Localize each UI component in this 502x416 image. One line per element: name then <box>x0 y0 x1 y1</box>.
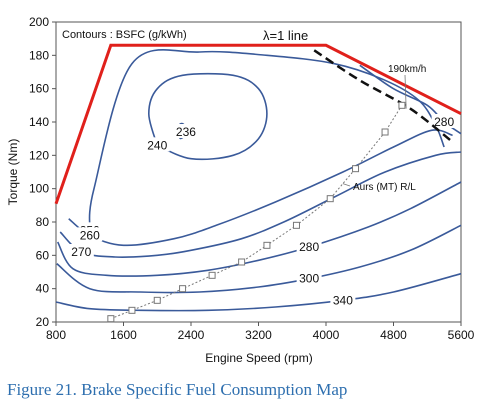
contour-label-340: 340 <box>333 293 353 307</box>
contour-line-250 <box>88 49 445 231</box>
y-tick-label: 160 <box>29 82 49 96</box>
contour-line-280 <box>56 181 462 277</box>
y-tick-label: 60 <box>36 248 50 262</box>
contour-label-260: 260 <box>80 228 100 242</box>
x-tick-label: 4800 <box>380 328 407 342</box>
y-tick-label: 20 <box>36 315 50 329</box>
contour-label-280: 280 <box>299 240 319 254</box>
speed-190-annotation: 190km/h <box>388 64 426 75</box>
y-tick-label: 140 <box>29 115 49 129</box>
speed-190-leader <box>404 74 407 109</box>
road-load-marker <box>179 285 187 293</box>
y-tick-label: 180 <box>29 48 49 62</box>
contour-line-270 <box>59 151 462 258</box>
x-tick-label: 800 <box>46 328 66 342</box>
y-tick-label: 40 <box>36 282 50 296</box>
road-load-marker <box>398 101 406 109</box>
road-load-marker <box>352 165 360 173</box>
y-tick-label: 200 <box>29 15 49 29</box>
y-tick-label: 80 <box>36 215 50 229</box>
contour-line-340 <box>55 272 462 312</box>
contour-label-300: 300 <box>299 272 319 286</box>
tick-layer: 800 1600 2400 3200 4000 4800 5600 20 40 60 80 100 12… <box>29 15 475 342</box>
contour-label-bg <box>144 137 170 152</box>
contour-label-bg <box>173 124 199 138</box>
x-axis-title: Engine Speed (rpm) <box>205 351 312 365</box>
contour-label-236: 236 <box>176 125 196 139</box>
overlay-lines-layer <box>54 43 462 323</box>
contour-label-bg <box>330 292 356 307</box>
max-torque-line <box>54 43 462 205</box>
x-tick-label: 5600 <box>448 328 475 342</box>
road-load-marker <box>128 306 136 314</box>
contour-line-300 <box>56 224 462 294</box>
contour-label-bg <box>77 227 103 242</box>
figure-caption: Figure 21. Brake Specific Fuel Consumpti… <box>7 380 348 399</box>
contour-layer: 236240250260270280300340280 <box>55 49 462 312</box>
lambda-line <box>313 49 454 143</box>
contour-label-bg <box>296 239 322 253</box>
lambda-line-annotation: λ=1 line <box>263 28 308 43</box>
contour-label-270: 270 <box>71 245 91 259</box>
road-load-marker <box>292 221 300 229</box>
contour-label-bg <box>68 244 94 258</box>
contour-label-240: 240 <box>147 138 167 152</box>
y-tick-label: 100 <box>29 182 49 196</box>
x-tick-label: 3200 <box>245 328 272 342</box>
bsfc-contour-chart: 800 1600 2400 3200 4000 4800 5600 20 40 60 80 100 12… <box>6 15 475 365</box>
contour-label-280: 280 <box>434 115 454 129</box>
road-load-line <box>110 105 403 320</box>
road-load-leader <box>342 183 351 187</box>
road-load-marker <box>153 296 161 304</box>
contour-label-bg <box>431 114 457 128</box>
road-load-marker <box>326 195 334 203</box>
road-load-annotation: Aurs (MT) R/L <box>353 182 416 193</box>
y-axis-title: Torque (Nm) <box>6 139 20 206</box>
y-tick-label: 120 <box>29 148 49 162</box>
contour-line-240 <box>147 72 268 161</box>
road-load-marker <box>381 128 389 136</box>
road-load-marker <box>238 258 246 266</box>
contours-title-annotation: Contours : BSFC (g/kWh) <box>62 29 187 41</box>
contour-line-260 <box>68 129 453 247</box>
x-tick-label: 1600 <box>110 328 137 342</box>
road-load-marker <box>263 241 271 249</box>
x-tick-label: 2400 <box>178 328 205 342</box>
x-tick-label: 4000 <box>313 328 340 342</box>
contour-label-bg <box>296 270 322 285</box>
road-load-marker <box>107 315 115 323</box>
road-load-marker <box>208 271 216 279</box>
